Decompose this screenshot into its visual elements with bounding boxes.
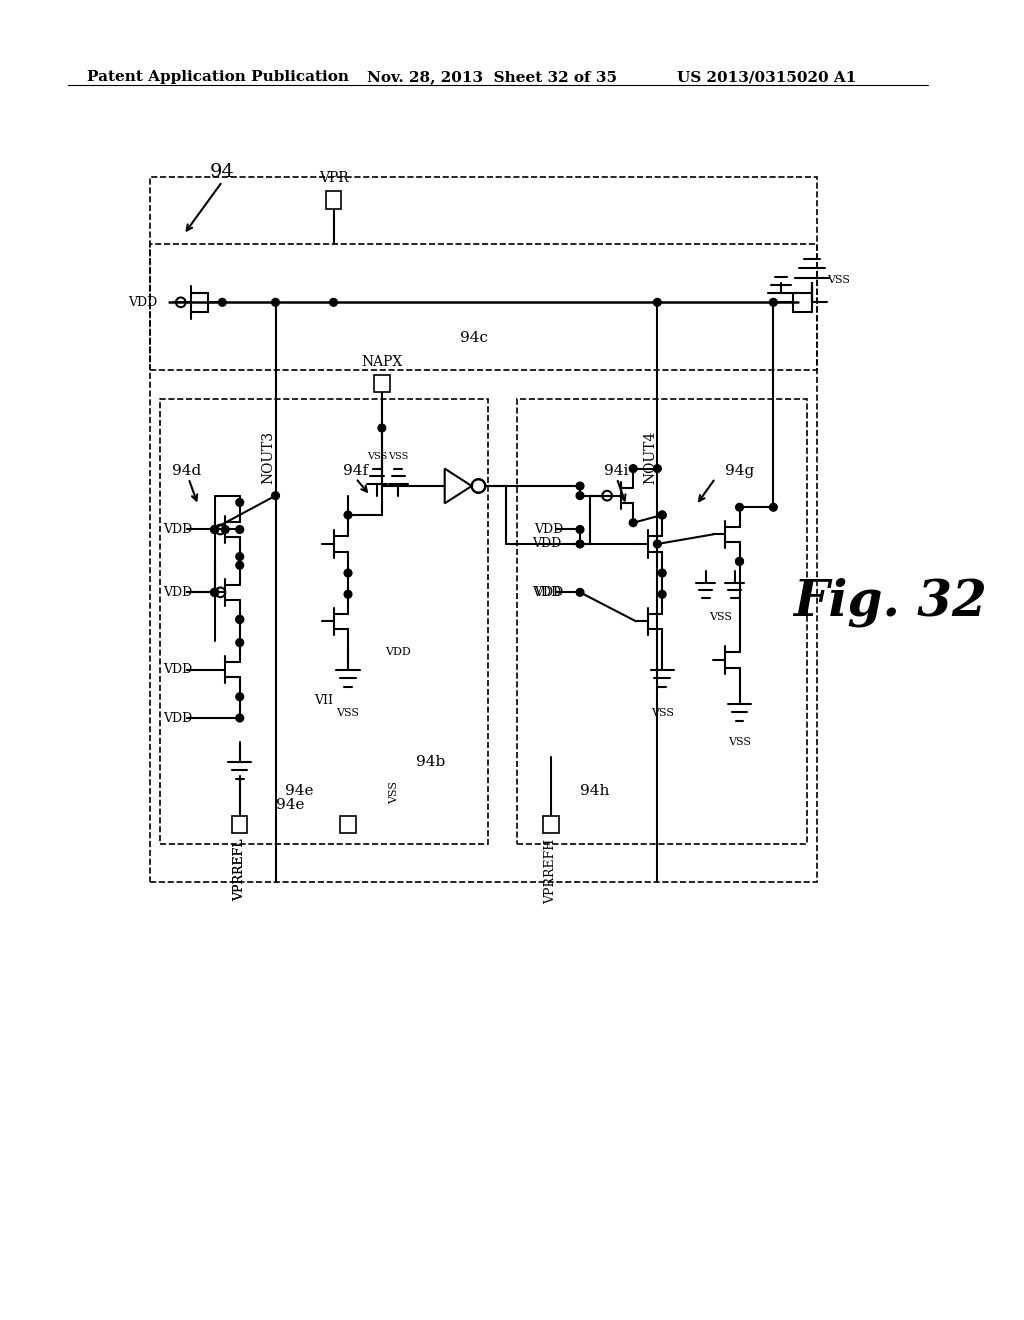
- Circle shape: [236, 615, 244, 623]
- Circle shape: [378, 424, 386, 432]
- Text: VDD: VDD: [164, 523, 193, 536]
- Text: VDD: VDD: [535, 523, 564, 536]
- Circle shape: [211, 589, 218, 597]
- Text: VSS: VSS: [389, 781, 399, 804]
- Text: VII: VII: [314, 694, 334, 708]
- Circle shape: [658, 511, 666, 519]
- Circle shape: [236, 693, 244, 701]
- Text: VDD: VDD: [164, 711, 193, 725]
- Text: VSS: VSS: [650, 709, 674, 718]
- Text: VPR: VPR: [318, 172, 348, 185]
- Text: 94c: 94c: [460, 331, 487, 346]
- Circle shape: [630, 519, 637, 527]
- Text: VDD: VDD: [531, 537, 561, 550]
- Text: VDD: VDD: [385, 647, 411, 657]
- Text: VSS: VSS: [827, 276, 851, 285]
- Bar: [374, 375, 389, 392]
- Text: VSS: VSS: [388, 453, 409, 461]
- Text: 94d: 94d: [172, 465, 202, 478]
- Circle shape: [271, 492, 280, 499]
- Text: VDD: VDD: [128, 296, 158, 309]
- Circle shape: [735, 557, 743, 565]
- Circle shape: [735, 557, 743, 565]
- Circle shape: [577, 492, 584, 499]
- Bar: [340, 816, 355, 833]
- Circle shape: [653, 540, 662, 548]
- Circle shape: [211, 525, 218, 533]
- Bar: [517, 399, 807, 843]
- Text: Fig. 32: Fig. 32: [793, 577, 986, 627]
- Circle shape: [769, 503, 777, 511]
- Text: 94b: 94b: [416, 755, 444, 768]
- Circle shape: [344, 590, 352, 598]
- Text: VPRREFH: VPRREFH: [545, 838, 557, 904]
- Text: 94g: 94g: [725, 465, 755, 478]
- Circle shape: [577, 540, 584, 548]
- Circle shape: [211, 589, 218, 597]
- Text: VPRREFL: VPRREFL: [233, 838, 246, 902]
- Circle shape: [769, 298, 777, 306]
- Circle shape: [236, 615, 244, 623]
- Circle shape: [653, 465, 662, 473]
- Circle shape: [344, 511, 352, 519]
- Text: VSS: VSS: [728, 738, 751, 747]
- Circle shape: [236, 553, 244, 561]
- Text: 94: 94: [210, 162, 234, 181]
- Text: 94e: 94e: [285, 784, 313, 797]
- Text: VSS: VSS: [337, 709, 359, 718]
- Circle shape: [218, 298, 226, 306]
- Text: VDD: VDD: [531, 586, 561, 599]
- Circle shape: [221, 525, 229, 533]
- Text: VDD: VDD: [164, 663, 193, 676]
- Circle shape: [344, 569, 352, 577]
- Circle shape: [211, 589, 218, 597]
- Text: Patent Application Publication: Patent Application Publication: [87, 70, 349, 84]
- Text: 94e: 94e: [275, 799, 304, 812]
- Text: 94f: 94f: [343, 465, 369, 478]
- Circle shape: [653, 298, 662, 306]
- Text: NOUT3: NOUT3: [261, 430, 275, 483]
- Circle shape: [658, 569, 666, 577]
- Text: VPRREFL: VPRREFL: [233, 838, 246, 902]
- Circle shape: [577, 589, 584, 597]
- Bar: [150, 244, 817, 370]
- Circle shape: [330, 298, 337, 306]
- Circle shape: [735, 503, 743, 511]
- Circle shape: [577, 482, 584, 490]
- Circle shape: [236, 499, 244, 507]
- Text: US 2013/0315020 A1: US 2013/0315020 A1: [677, 70, 856, 84]
- Circle shape: [236, 714, 244, 722]
- Text: NAPX: NAPX: [361, 355, 402, 370]
- Text: 94h: 94h: [580, 784, 609, 797]
- Circle shape: [236, 561, 244, 569]
- Circle shape: [236, 639, 244, 647]
- Bar: [150, 177, 817, 882]
- Text: Nov. 28, 2013  Sheet 32 of 35: Nov. 28, 2013 Sheet 32 of 35: [368, 70, 617, 84]
- Circle shape: [658, 511, 666, 519]
- Circle shape: [271, 298, 280, 306]
- Text: 94i: 94i: [604, 465, 629, 478]
- Bar: [160, 399, 488, 843]
- Circle shape: [236, 525, 244, 533]
- Text: VSS: VSS: [367, 453, 387, 461]
- Bar: [326, 191, 341, 209]
- Circle shape: [211, 525, 218, 533]
- Bar: [544, 816, 559, 833]
- Text: NOUT4: NOUT4: [643, 430, 657, 483]
- Text: VSS: VSS: [709, 611, 732, 622]
- Circle shape: [630, 465, 637, 473]
- Circle shape: [577, 525, 584, 533]
- Circle shape: [658, 590, 666, 598]
- Text: VDD: VDD: [535, 586, 564, 599]
- Text: VDD: VDD: [164, 586, 193, 599]
- Bar: [232, 816, 248, 833]
